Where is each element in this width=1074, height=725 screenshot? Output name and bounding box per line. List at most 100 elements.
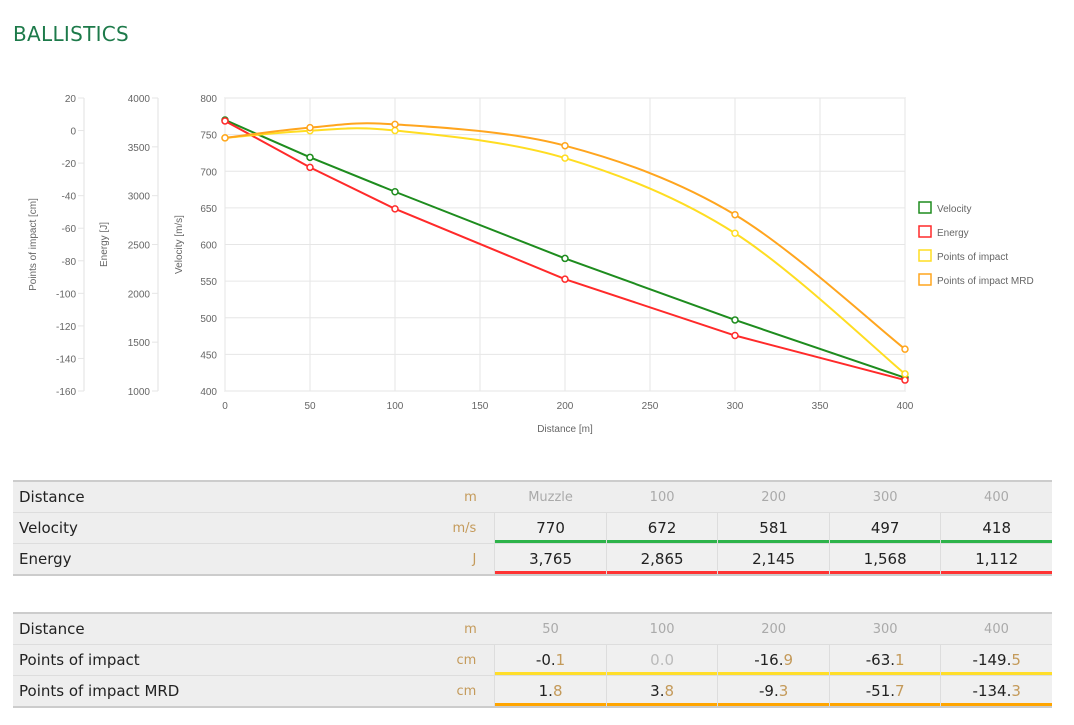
energy-tick-label: 1500: [128, 338, 151, 349]
value-whole: -9.: [758, 682, 779, 700]
energy-tick-label: 3500: [128, 143, 151, 154]
header-row: Distance m Muzzle 100 200 300 400: [13, 481, 1052, 513]
value-decimal: 3: [1011, 682, 1021, 700]
value-whole: 2,145: [752, 550, 796, 568]
legend-label-points-of-impact-mrd: Points of impact MRD: [937, 276, 1034, 287]
poi-tick-label: -160: [56, 387, 76, 398]
x-tick-label: 100: [387, 401, 404, 412]
distance-column-header: 200: [717, 613, 830, 645]
row-label: Velocity: [13, 512, 321, 544]
energy-tick-label: 2000: [128, 289, 151, 300]
row-unit: cm: [320, 644, 495, 676]
energy-point: [221, 117, 229, 125]
velocity-tick-label: 400: [200, 387, 217, 398]
value-cell: 3,765: [494, 543, 607, 576]
value-whole: 0.: [650, 651, 665, 669]
distance-unit: m: [320, 613, 495, 645]
value-decimal: 5: [1011, 651, 1021, 669]
velocity-point: [731, 316, 739, 324]
points-of-impact-point: [391, 126, 399, 135]
distance-label: Distance: [13, 613, 321, 645]
value-whole: 3,765: [529, 550, 573, 568]
distance-column-header: 100: [606, 481, 718, 513]
x-axis-title: Distance [m]: [537, 424, 593, 435]
value-whole: 1.: [538, 682, 553, 700]
value-whole: -63.: [865, 651, 896, 669]
energy-tick-label: 4000: [128, 94, 151, 105]
row-unit: J: [320, 543, 495, 576]
velocity-tick-label: 750: [200, 131, 217, 142]
velocity-tick-label: 800: [200, 94, 217, 105]
value-cell: 672: [605, 512, 718, 544]
velocity-tick-label: 650: [200, 204, 217, 215]
table-row: Velocity m/s 770 672 581 497 418: [13, 512, 1052, 544]
value-cell: -134.3: [940, 675, 1052, 708]
points-of-impact-point: [731, 229, 739, 238]
value-whole: 2,865: [640, 550, 684, 568]
velocity-point: [561, 254, 569, 263]
value-cell: -0.1: [494, 644, 607, 676]
velocity-tick-label: 700: [200, 167, 217, 178]
points-of-impact-mrd-point: [306, 123, 314, 132]
row-unit: m/s: [320, 512, 495, 544]
energy-point: [391, 205, 399, 213]
legend-swatch-energy: [918, 225, 932, 238]
value-decimal: 8: [552, 682, 563, 700]
header-row: Distance m 50 100 200 300 400: [13, 613, 1052, 645]
value-whole: -16.: [754, 651, 784, 669]
table-row: Energy J 3,765 2,865 2,145 1,568 1,112: [13, 543, 1052, 576]
points-of-impact-mrd-point: [901, 345, 909, 353]
energy-tick-label: 1000: [128, 387, 151, 398]
velocity-line: [224, 119, 906, 379]
velocity-tick-label: 500: [200, 314, 217, 325]
value-whole: -51.: [865, 682, 896, 700]
distance-column-header: 100: [606, 613, 718, 645]
energy-tick-label: 3000: [128, 192, 151, 203]
value-whole: 1,568: [863, 550, 907, 568]
x-tick-label: 150: [472, 401, 489, 412]
points-of-impact-table: Distance m 50 100 200 300 400 Points of impact c…: [13, 612, 1052, 708]
legend-swatch-points-of-impact: [918, 249, 932, 262]
value-whole: 770: [536, 519, 565, 537]
poi-tick-label: -80: [62, 257, 77, 268]
distance-label: Distance: [13, 481, 321, 513]
table-row: Points of impact cm -0.1 0.0 -16.9 -63.1 -149.…: [13, 644, 1052, 676]
value-cell: -16.9: [717, 644, 830, 676]
row-unit: cm: [320, 675, 495, 708]
velocity-tick-label: 550: [200, 277, 217, 288]
points-of-impact-mrd-point: [391, 120, 399, 129]
energy-point: [561, 275, 569, 283]
value-whole: -134.: [972, 682, 1012, 700]
energy-axis-title: Energy [J]: [99, 222, 110, 267]
distance-column-header: 50: [494, 613, 607, 645]
ballistics-chart: 0 50 100 150 200 250 300 350 4004004505005506006…: [28, 94, 1034, 435]
points-of-impact-mrd-point: [561, 141, 569, 150]
legend-label-energy: Energy: [937, 228, 969, 239]
distance-column-header: 400: [940, 613, 1052, 645]
distance-column-header: 300: [829, 613, 941, 645]
value-whole: 672: [647, 519, 677, 537]
poi-tick-label: 0: [70, 127, 76, 138]
value-decimal: 8: [664, 682, 675, 700]
poi-axis-title: Points of impact [cm]: [28, 198, 39, 291]
row-label: Energy: [13, 543, 321, 576]
row-label: Points of impact: [13, 644, 321, 676]
value-decimal: 1: [895, 651, 905, 669]
energy-line: [224, 120, 906, 382]
distance-column-header: Muzzle: [494, 481, 607, 513]
poi-tick-label: -120: [56, 322, 76, 333]
x-tick-label: 400: [897, 401, 914, 412]
poi-tick-label: 20: [65, 94, 77, 105]
value-cell: 2,145: [717, 543, 830, 576]
velocity-tick-label: 600: [200, 241, 217, 252]
value-whole: 581: [759, 519, 788, 537]
energy-point: [731, 331, 739, 340]
x-tick-label: 200: [557, 401, 574, 412]
value-cell: -149.5: [940, 644, 1052, 676]
poi-tick-label: -60: [62, 224, 77, 235]
x-tick-label: 0: [222, 401, 228, 412]
points-of-impact-point: [561, 154, 569, 162]
value-cell: 1,568: [828, 543, 941, 576]
energy-point: [306, 163, 314, 172]
velocity-tick-label: 450: [200, 350, 217, 361]
